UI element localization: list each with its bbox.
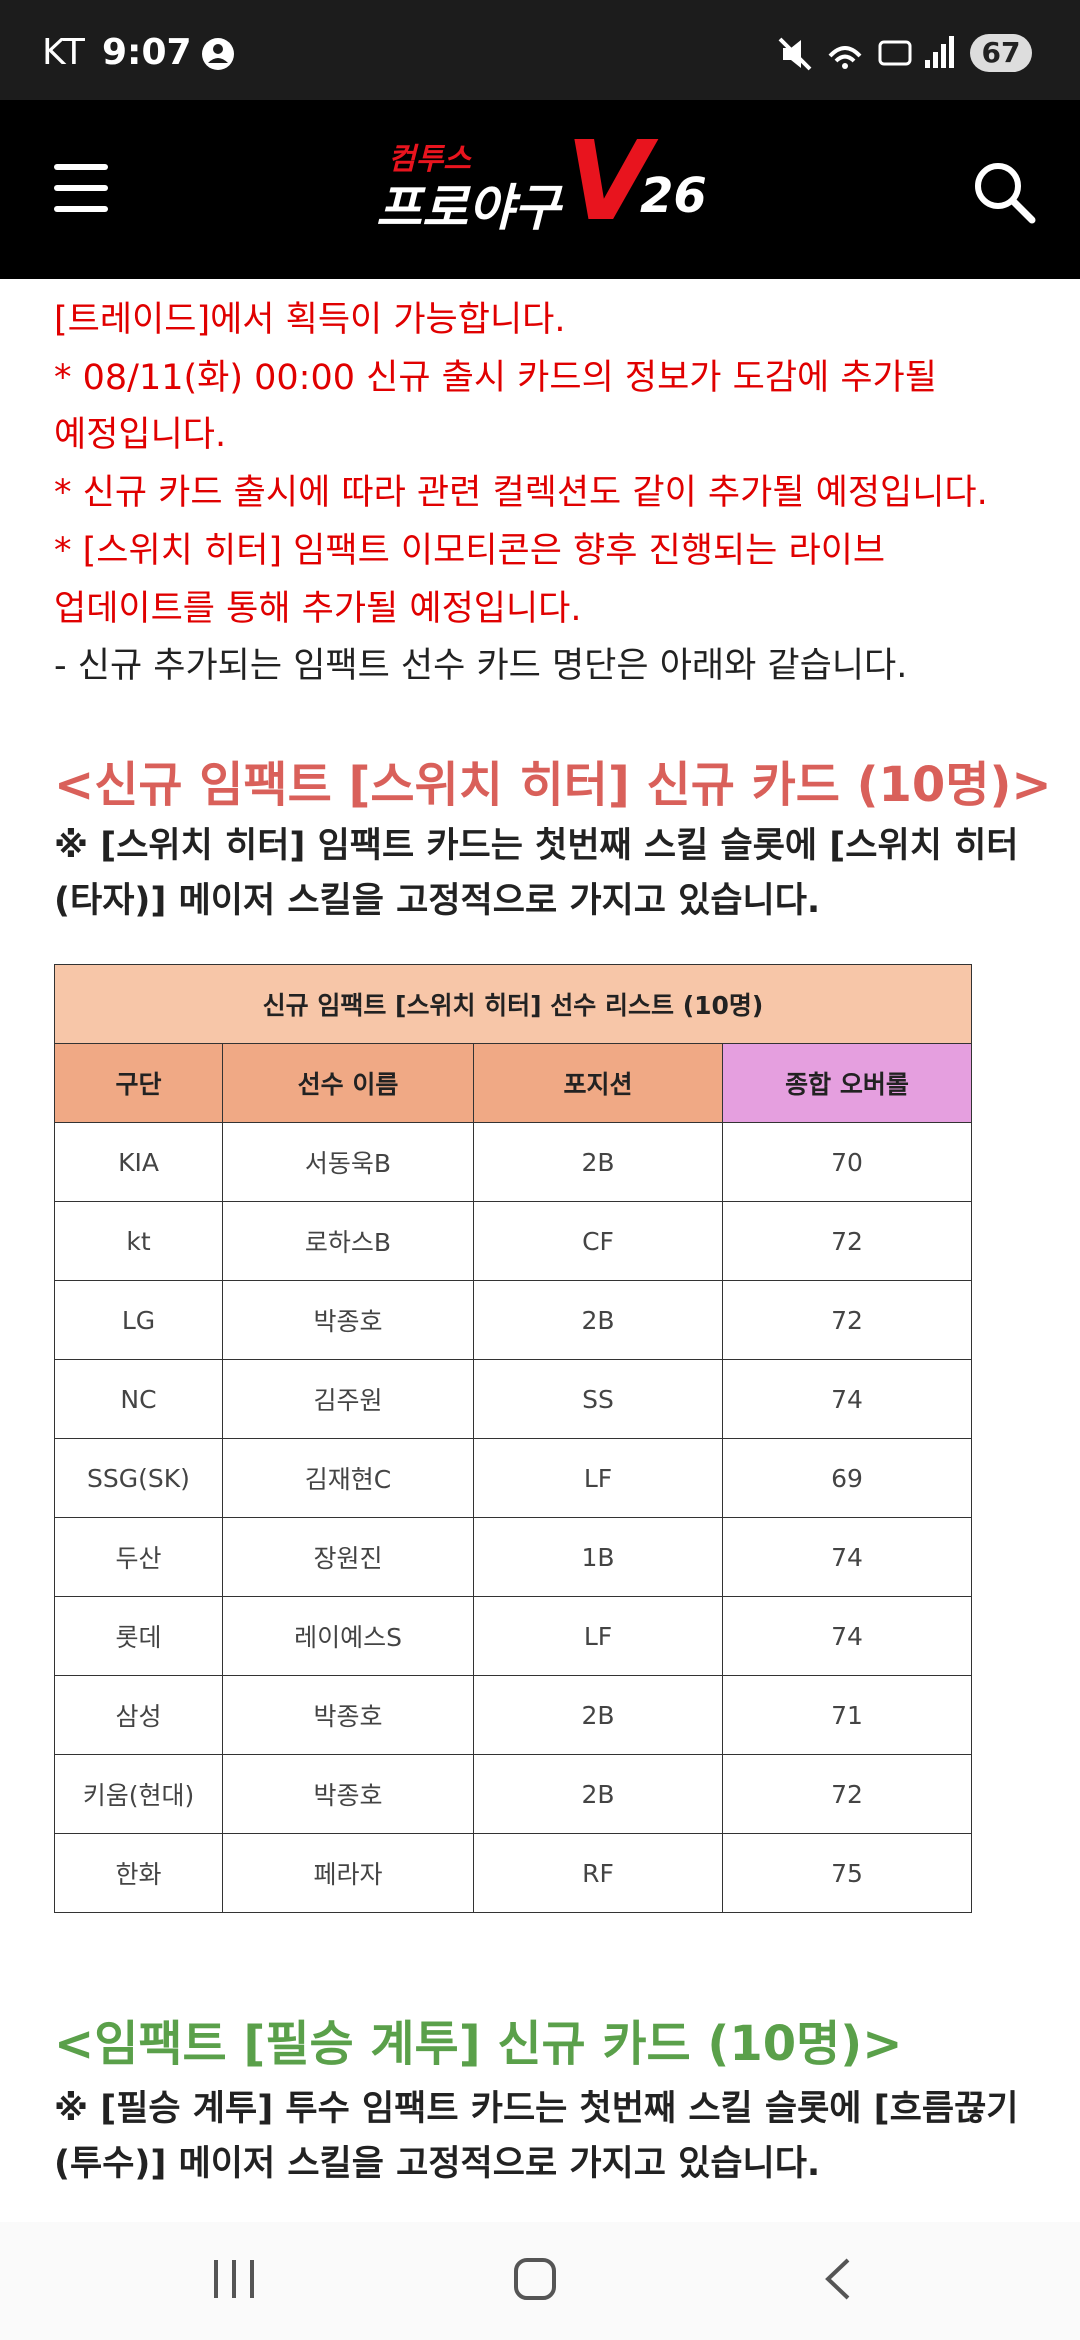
data-row: kt 로하스B CF 72: [54, 1201, 972, 1281]
status-icons: [778, 36, 954, 71]
table-cell: 박종호: [222, 1675, 474, 1755]
table-cell: 서동욱B: [222, 1122, 474, 1202]
table-cell: 74: [722, 1596, 972, 1676]
data-row: 한화 페라자 RF 75: [54, 1833, 972, 1913]
clock: 9:07: [102, 32, 192, 73]
table-cell: 2B: [473, 1754, 723, 1834]
table-cell: KIA: [54, 1122, 223, 1202]
data-row: 키움(현대) 박종호 2B 72: [54, 1754, 972, 1834]
section-note: (타자)] 메이저 스킬을 고정적으로 가지고 있습니다.: [54, 881, 821, 921]
table-cell: 71: [722, 1675, 972, 1755]
section-note: ※ [스위치 히터] 임팩트 카드는 첫번째 스킬 슬롯에 [스위치 히터: [54, 826, 1019, 866]
table-cell: 70: [722, 1122, 972, 1202]
table-cell: NC: [54, 1359, 223, 1439]
table-title: 신규 임팩트 [스위치 히터] 선수 리스트 (10명): [54, 964, 972, 1044]
table-cell: 삼성: [54, 1675, 223, 1755]
data-row: KIA 서동욱B 2B 70: [54, 1122, 972, 1202]
section-heading: <신규 임팩트 [스위치 히터] 신규 카드 (10명)>: [54, 757, 1052, 813]
table-cell: 72: [722, 1754, 972, 1834]
data-row: 두산 장원진 1B 74: [54, 1517, 972, 1597]
status-icon: [202, 38, 234, 70]
notice-line: 예정입니다.: [54, 415, 227, 456]
notice-line: * 신규 카드 출시에 따라 관련 컬렉션도 같이 추가될 예정입니다.: [54, 473, 988, 514]
data-row: LG 박종호 2B 72: [54, 1280, 972, 1360]
notice-line: * [스위치 히터] 임팩트 이모티콘은 향후 진행되는 라이브: [54, 530, 886, 571]
table-cell: 2B: [473, 1675, 723, 1755]
logo-top: 컴투스: [388, 142, 471, 177]
section-note: ※ [필승 계투] 투수 임팩트 카드는 첫번째 스킬 슬롯에 [흐름끊기: [54, 2089, 1019, 2129]
table-cell: 박종호: [222, 1280, 474, 1360]
table-cell: 74: [722, 1517, 972, 1597]
status-bar: [0, 0, 1080, 100]
player-table: 신규 임팩트 [스위치 히터] 선수 리스트 (10명) 구단 선수 이름 포지션 종합…: [54, 964, 972, 1913]
header-cell: 구단: [54, 1043, 223, 1123]
table-cell: 롯데: [54, 1596, 223, 1676]
section-note: (투수)] 메이저 스킬을 고정적으로 가지고 있습니다.: [54, 2144, 821, 2184]
header-cell: 포지션: [473, 1043, 723, 1123]
table-cell: 1B: [473, 1517, 723, 1597]
notice-line: [트레이드]에서 획득이 가능합니다.: [54, 300, 566, 340]
logo-main: 프로야구: [376, 179, 560, 237]
recent-apps-button[interactable]: [210, 2256, 260, 2302]
header-row: 구단 선수 이름 포지션 종합 오버롤: [54, 1043, 972, 1123]
table-cell: 김주원: [222, 1359, 474, 1439]
table-cell: SSG(SK): [54, 1438, 223, 1518]
table-cell: 레이예스S: [222, 1596, 474, 1676]
table-cell: kt: [54, 1201, 223, 1281]
logo-v: V: [566, 117, 652, 245]
menu-button[interactable]: [54, 160, 110, 216]
nav-bar: [0, 2222, 1080, 2340]
search-button[interactable]: [972, 160, 1038, 226]
data-row: NC 김주원 SS 74: [54, 1359, 972, 1439]
notice-line: * 08/11(화) 00:00 신규 출시 카드의 정보가 도감에 추가될: [54, 357, 937, 398]
carrier: KT: [42, 32, 85, 73]
table-cell: CF: [473, 1201, 723, 1281]
table-cell: 74: [722, 1359, 972, 1439]
table-cell: LG: [54, 1280, 223, 1360]
section-heading: <임팩트 [필승 계투] 신규 카드 (10명)>: [54, 2016, 903, 2072]
table-cell: LF: [473, 1438, 723, 1518]
table-cell: 72: [722, 1280, 972, 1360]
table-cell: 한화: [54, 1833, 223, 1913]
back-button[interactable]: [820, 2256, 856, 2302]
home-button[interactable]: [512, 2256, 558, 2302]
data-row: 삼성 박종호 2B 71: [54, 1675, 972, 1755]
battery: 67: [970, 34, 1032, 72]
header-cell: 선수 이름: [222, 1043, 474, 1123]
table-cell: 로하스B: [222, 1201, 474, 1281]
table-cell: 장원진: [222, 1517, 474, 1597]
table-cell: 75: [722, 1833, 972, 1913]
notice-line: - 신규 추가되는 임팩트 선수 카드 명단은 아래와 같습니다.: [54, 646, 908, 687]
data-row: 롯데 레이예스S LF 74: [54, 1596, 972, 1676]
table-cell: 페라자: [222, 1833, 474, 1913]
logo-num: 26: [640, 168, 707, 224]
header-cell: 종합 오버롤: [722, 1043, 972, 1123]
table-cell: 2B: [473, 1122, 723, 1202]
table-cell: 키움(현대): [54, 1754, 223, 1834]
table-cell: RF: [473, 1833, 723, 1913]
table-cell: SS: [473, 1359, 723, 1439]
notice-line: 업데이트를 통해 추가될 예정입니다.: [54, 588, 582, 629]
table-cell: LF: [473, 1596, 723, 1676]
data-row: SSG(SK) 김재현C LF 69: [54, 1438, 972, 1518]
table-cell: 69: [722, 1438, 972, 1518]
table-cell: 2B: [473, 1280, 723, 1360]
table-cell: 72: [722, 1201, 972, 1281]
app-header: [0, 100, 1080, 279]
table-cell: 김재현C: [222, 1438, 474, 1518]
table-cell: 박종호: [222, 1754, 474, 1834]
table-cell: 두산: [54, 1517, 223, 1597]
